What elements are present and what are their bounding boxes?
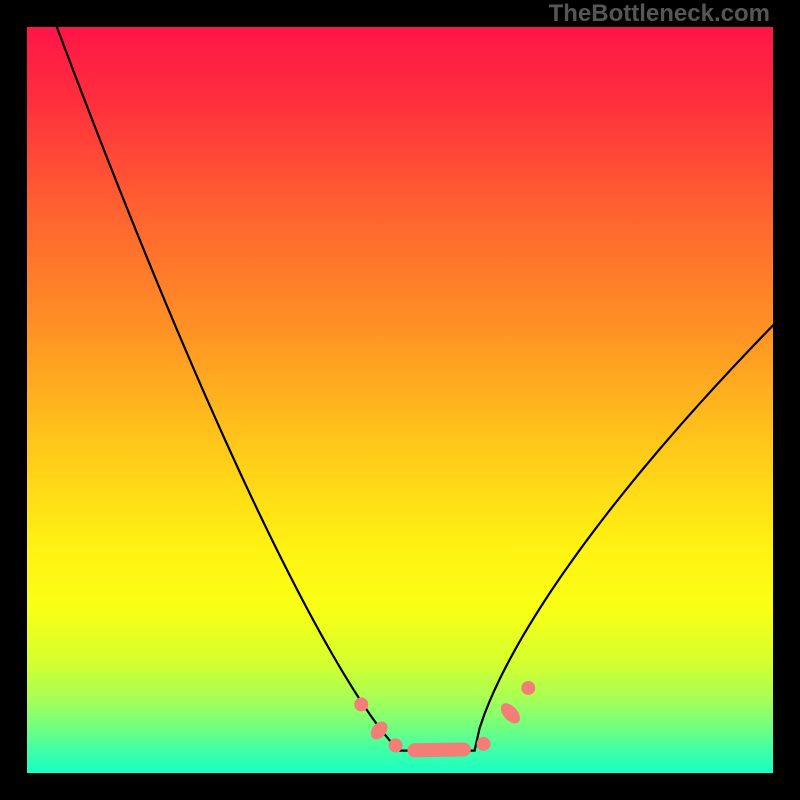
- marker-dot: [354, 697, 368, 711]
- marker-capsule: [407, 742, 471, 757]
- gradient-background: [27, 27, 773, 773]
- marker-dot: [521, 681, 535, 695]
- marker-dot: [389, 738, 403, 752]
- watermark: TheBottleneck.com: [549, 0, 770, 28]
- marker-dot: [477, 737, 491, 751]
